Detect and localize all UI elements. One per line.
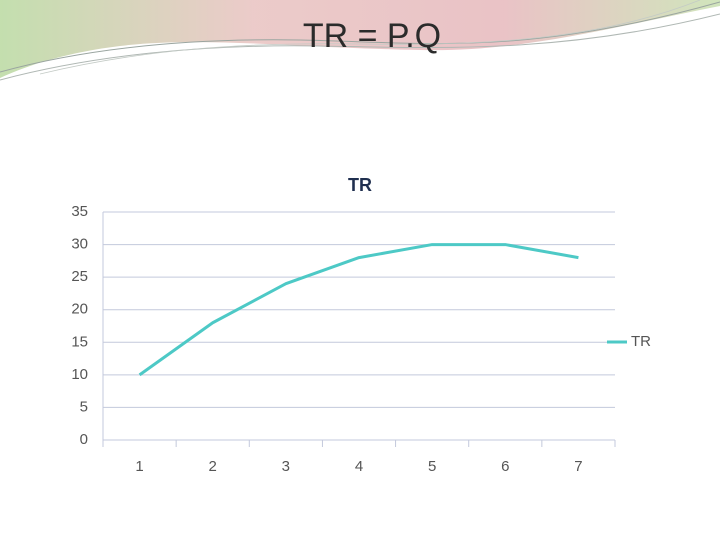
x-tick-label: 7 xyxy=(574,458,582,475)
chart-title: TR xyxy=(348,175,372,195)
y-tick-label: 35 xyxy=(71,203,88,220)
y-tick-label: 30 xyxy=(71,236,88,253)
y-tick-label: 0 xyxy=(80,431,88,448)
y-tick-label: 15 xyxy=(71,333,88,350)
decoration xyxy=(0,0,720,81)
x-tick-label: 6 xyxy=(501,458,509,475)
x-tick-label: 1 xyxy=(135,458,143,475)
data-line xyxy=(138,243,579,377)
y-tick-label: 20 xyxy=(71,301,88,318)
x-tick-label: 4 xyxy=(355,458,363,475)
y-tick-label: 10 xyxy=(71,366,88,383)
y-tick-label: 25 xyxy=(71,268,88,285)
y-tick-label: 5 xyxy=(80,398,88,415)
x-tick-label: 2 xyxy=(209,458,217,475)
slide-title: TR = P.Q xyxy=(303,17,441,55)
x-tick-label: 3 xyxy=(282,458,290,475)
x-tick-label: 5 xyxy=(428,458,436,475)
legend-label: TR xyxy=(631,333,651,350)
